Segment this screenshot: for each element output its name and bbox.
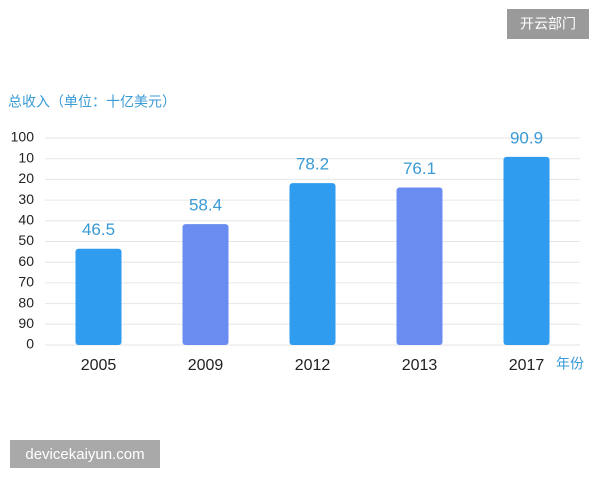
y-tick-label: 10 — [18, 149, 34, 165]
x-tick-label: 2013 — [402, 357, 438, 374]
bar — [182, 224, 229, 345]
y-tick-label: 80 — [18, 294, 34, 310]
x-tick-label: 2012 — [295, 357, 331, 374]
bar — [75, 248, 122, 345]
y-tick-label: 40 — [18, 212, 34, 228]
value-label: 76.1 — [403, 159, 436, 178]
watermark-box — [10, 440, 160, 468]
badge-box — [507, 9, 589, 39]
bar — [289, 183, 336, 345]
y-tick-label: 90 — [18, 315, 34, 331]
value-label: 58.4 — [189, 196, 222, 215]
value-label: 90.9 — [510, 128, 543, 147]
y-tick-label: 60 — [18, 253, 34, 269]
value-label: 46.5 — [82, 220, 115, 239]
x-tick-label: 2005 — [81, 357, 117, 374]
y-tick-label: 0 — [26, 336, 34, 352]
watermark: devicekaiyun.com — [25, 446, 144, 463]
x-tick-label: 2009 — [188, 357, 224, 374]
x-tick-label: 2017 — [509, 357, 545, 374]
value-label: 78.2 — [296, 155, 329, 174]
badge: 开云部门 — [520, 16, 576, 32]
y-tick-label: 30 — [18, 191, 34, 207]
bar — [396, 187, 443, 345]
y-tick-label: 100 — [11, 129, 35, 145]
y-tick-label: 70 — [18, 274, 34, 290]
y-axis-label: 总收入（单位：十亿美元） — [8, 94, 176, 110]
bar — [503, 156, 550, 345]
y-tick-label: 50 — [18, 232, 34, 248]
y-tick-label: 20 — [18, 170, 34, 186]
x-axis-label: 年份 — [556, 356, 584, 372]
